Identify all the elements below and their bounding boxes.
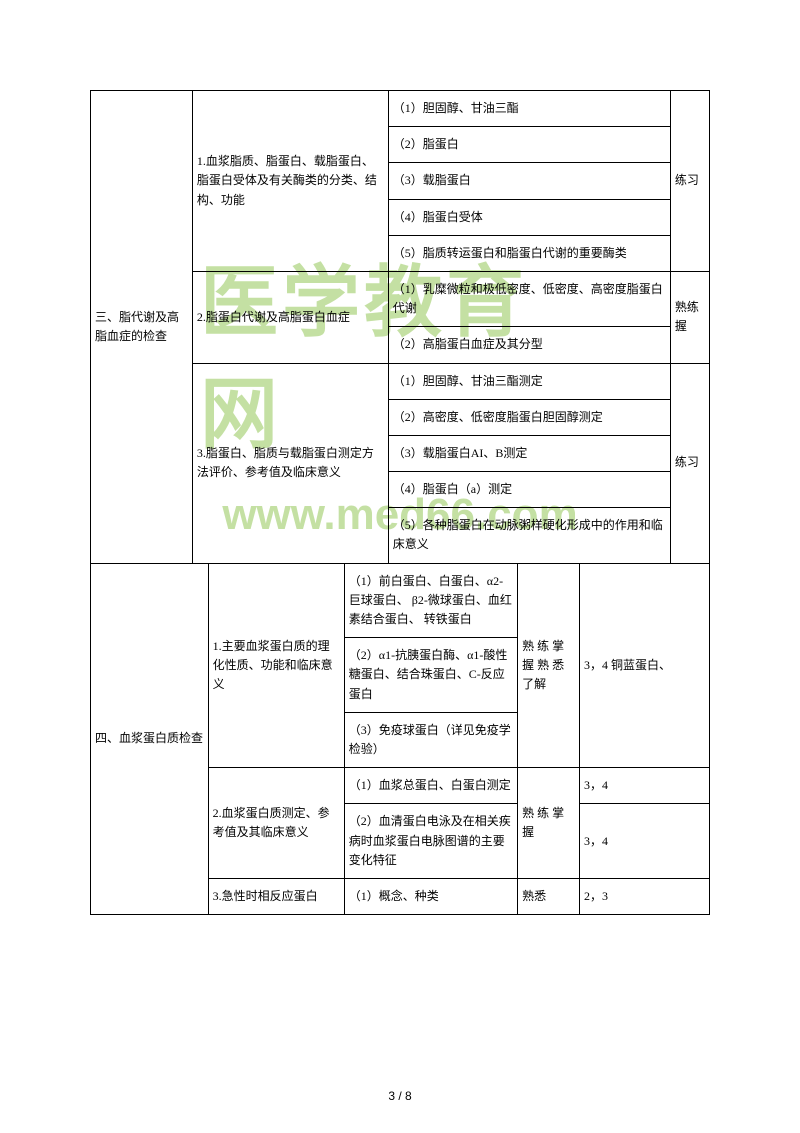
item-cell: （1）血浆总蛋白、白蛋白测定 — [344, 768, 517, 804]
item-cell: （1）胆固醇、甘油三酯 — [388, 91, 670, 127]
ref-cell: 3，4 铜蓝蛋白、 — [579, 563, 709, 768]
item-cell: （2）高密度、低密度脂蛋白胆固醇测定 — [388, 399, 670, 435]
ref-cell: 3，4 — [579, 804, 709, 879]
ref-cell: 3，4 — [579, 768, 709, 804]
item-cell: （1）胆固醇、甘油三酯测定 — [388, 363, 670, 399]
item-cell: （3）载脂蛋白 — [388, 163, 670, 199]
group-title-cell: 3.脂蛋白、脂质与载脂蛋白测定方法评价、参考值及临床意义 — [192, 363, 388, 563]
group-title-cell: 1.血浆脂质、脂蛋白、载脂蛋白、脂蛋白受体及有关酶类的分类、结构、功能 — [192, 91, 388, 272]
item-cell: （2）α1-抗胰蛋白酶、α1-酸性糖蛋白、结合珠蛋白、C-反应蛋白 — [344, 638, 517, 713]
group-title-cell: 3.急性时相反应蛋白 — [208, 878, 344, 914]
item-cell: （1）前白蛋白、白蛋白、α2-巨球蛋白、 β2-微球蛋白、血红素结合蛋白、 转铁… — [344, 563, 517, 638]
mastery-cell: 熟悉 — [518, 878, 580, 914]
syllabus-table-section4: 四、血浆蛋白质检查 1.主要血浆蛋白质的理化性质、功能和临床意义 （1）前白蛋白… — [90, 563, 710, 915]
ref-cell: 2，3 — [579, 878, 709, 914]
item-cell: （2）脂蛋白 — [388, 127, 670, 163]
note-cell: 练习 — [670, 91, 709, 272]
mastery-cell: 熟 练 掌握 — [518, 768, 580, 879]
item-cell: （3）免疫球蛋白（详见免疫学检验） — [344, 712, 517, 767]
item-cell: （4）脂蛋白受体 — [388, 199, 670, 235]
table-row: 四、血浆蛋白质检查 1.主要血浆蛋白质的理化性质、功能和临床意义 （1）前白蛋白… — [91, 563, 710, 638]
item-cell: （1）概念、种类 — [344, 878, 517, 914]
section-header-cell: 三、脂代谢及高脂血症的检查 — [91, 91, 193, 564]
item-cell: （2）血清蛋白电泳及在相关疾病时血浆蛋白电脉图谱的主要变化特征 — [344, 804, 517, 879]
syllabus-table-section3: 三、脂代谢及高脂血症的检查 1.血浆脂质、脂蛋白、载脂蛋白、脂蛋白受体及有关酶类… — [90, 90, 710, 564]
section-header-cell: 四、血浆蛋白质检查 — [91, 563, 209, 914]
page-number: 3 / 8 — [0, 1089, 800, 1103]
group-title-cell: 2.脂蛋白代谢及高脂蛋白血症 — [192, 271, 388, 363]
mastery-cell: 熟 练 掌握 熟 悉 了解 — [518, 563, 580, 768]
note-cell: 熟练握 — [670, 271, 709, 363]
table-row: 三、脂代谢及高脂血症的检查 1.血浆脂质、脂蛋白、载脂蛋白、脂蛋白受体及有关酶类… — [91, 91, 710, 127]
group-title-cell: 1.主要血浆蛋白质的理化性质、功能和临床意义 — [208, 563, 344, 768]
group-title-cell: 2.血浆蛋白质测定、参考值及其临床意义 — [208, 768, 344, 879]
item-cell: （5）各种脂蛋白在动脉粥样硬化形成中的作用和临床意义 — [388, 508, 670, 563]
content-area: 三、脂代谢及高脂血症的检查 1.血浆脂质、脂蛋白、载脂蛋白、脂蛋白受体及有关酶类… — [90, 90, 710, 915]
item-cell: （2）高脂蛋白血症及其分型 — [388, 327, 670, 363]
item-cell: （1）乳糜微粒和极低密度、低密度、高密度脂蛋白代谢 — [388, 271, 670, 326]
item-cell: （4）脂蛋白（a）测定 — [388, 472, 670, 508]
item-cell: （5）脂质转运蛋白和脂蛋白代谢的重要酶类 — [388, 235, 670, 271]
item-cell: （3）载脂蛋白AI、B测定 — [388, 435, 670, 471]
note-cell: 练习 — [670, 363, 709, 563]
